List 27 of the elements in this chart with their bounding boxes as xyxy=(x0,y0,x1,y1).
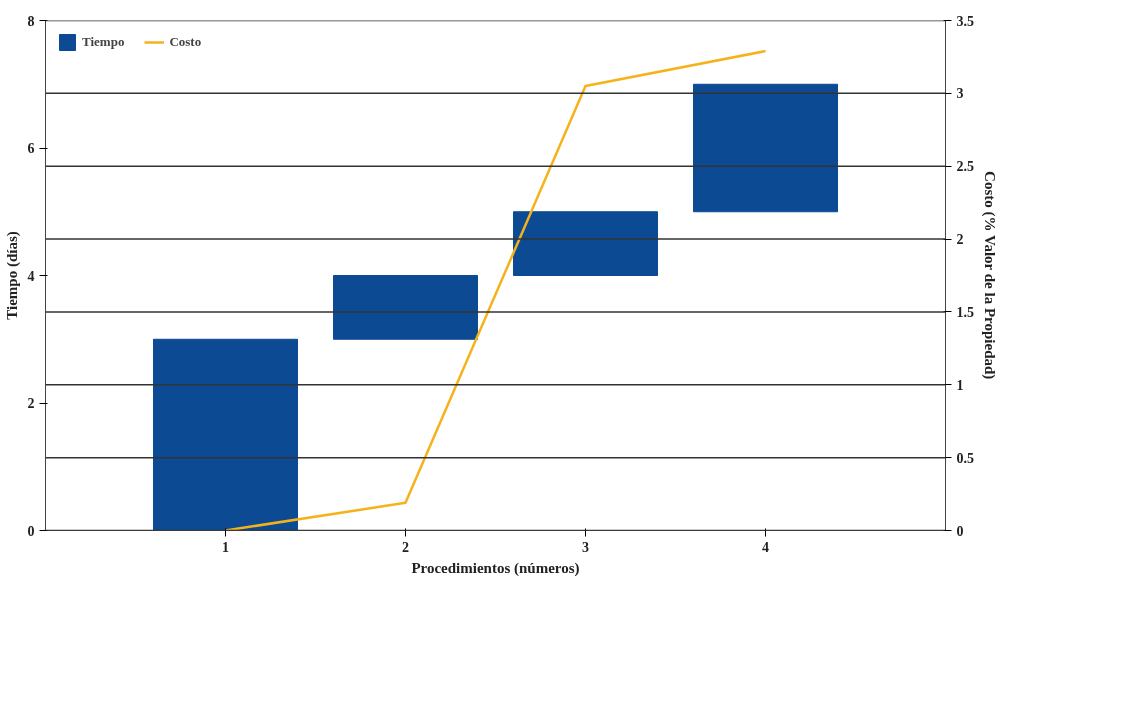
bar xyxy=(693,83,838,213)
bar xyxy=(153,338,298,531)
legend-label: Tiempo xyxy=(82,34,125,50)
y2-tick-label: 0 xyxy=(956,523,964,539)
y-tick-label: 0 xyxy=(27,523,35,539)
y-tick-label: 2 xyxy=(27,396,35,411)
y2-tick-label: 3 xyxy=(956,86,964,102)
y2-tick-label: 2 xyxy=(956,232,964,248)
bar xyxy=(513,211,658,276)
y2-tick-label: 3.5 xyxy=(956,13,974,29)
y-tick-label: 8 xyxy=(27,13,35,29)
y2-axis-title: Costo (% Valor de la Propiedad) xyxy=(981,171,998,380)
x-tick-label: 2 xyxy=(402,539,409,555)
y2-tick-label: 0.5 xyxy=(956,450,974,466)
line-series xyxy=(224,49,767,531)
x-tick-label: 1 xyxy=(222,539,229,555)
y2-tick-label: 1 xyxy=(956,377,964,393)
y-axis-title: Tiempo (días) xyxy=(3,231,21,320)
x-axis-title: Procedimientos (números) xyxy=(411,559,580,577)
x-tick-label: 4 xyxy=(762,539,769,555)
legend-label: Costo xyxy=(169,34,202,50)
x-tick-label: 3 xyxy=(582,539,589,555)
y2-tick-label: 1.5 xyxy=(956,304,974,320)
y2-tick-label: 2.5 xyxy=(956,159,974,175)
y-tick-label: 6 xyxy=(27,141,35,156)
bar xyxy=(333,275,478,340)
y-tick-label: 4 xyxy=(27,268,35,284)
